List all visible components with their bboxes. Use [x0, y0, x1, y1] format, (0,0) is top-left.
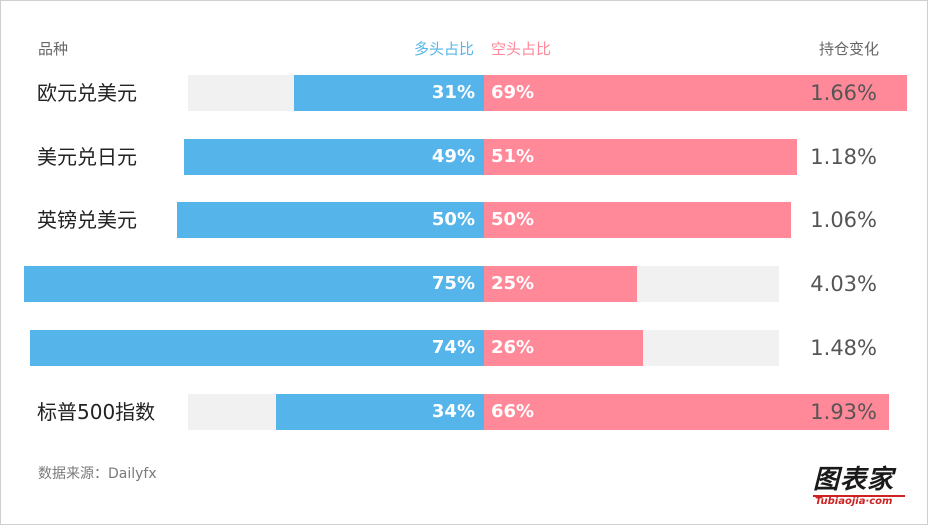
category-label: 英镑兑美元 — [37, 208, 137, 232]
chart-row: 比特币74%26%1.48% — [1, 330, 927, 366]
long-value-label: 74% — [431, 337, 475, 358]
long-bar — [177, 202, 484, 238]
position-change-value: 1.06% — [810, 208, 877, 232]
short-bar — [484, 202, 791, 238]
long-bar — [30, 330, 484, 366]
long-value-label: 50% — [431, 209, 475, 230]
category-label: 欧元兑美元 — [37, 81, 137, 105]
short-value-label: 25% — [491, 273, 535, 294]
logo-underline — [813, 495, 905, 497]
long-value-label: 34% — [431, 401, 475, 422]
position-change-value: 1.18% — [810, 145, 877, 169]
logo-mark: 图表家 — [813, 465, 895, 495]
long-value-label: 31% — [431, 82, 475, 103]
short-value-label: 69% — [491, 82, 535, 103]
short-ratio-header: 空头占比 — [491, 40, 552, 58]
short-bar — [484, 266, 637, 302]
category-header: 品种 — [38, 40, 69, 58]
position-change-value: 1.66% — [810, 81, 877, 105]
chart-row: 欧元兑美元 31% 69% 1.66% — [1, 75, 927, 111]
long-bar — [24, 266, 484, 302]
short-value-label: 26% — [491, 337, 535, 358]
category-label: 标普500指数 — [37, 400, 156, 424]
short-bar — [484, 330, 643, 366]
chart-row: 英镑兑美元 50% 50% 1.06% — [1, 202, 927, 238]
short-bar — [484, 75, 907, 111]
chart-row: 标普500指数 34% 66% 1.93% — [1, 394, 927, 430]
logo-subtitle: Tubiaojia·com — [815, 496, 893, 507]
long-value-label: 49% — [431, 146, 475, 167]
position-change-value: 4.03% — [810, 272, 877, 296]
position-change-value: 1.48% — [810, 336, 877, 360]
short-bar — [484, 394, 889, 430]
short-value-label: 66% — [491, 401, 535, 422]
long-ratio-header: 多头占比 — [413, 40, 474, 58]
chart-row: 黄金75%25%4.03% — [1, 266, 927, 302]
logo: 图表家 Tubiaojia·com — [809, 465, 909, 511]
long-bar — [294, 75, 484, 111]
category-label: 美元兑日元 — [37, 145, 137, 169]
short-value-label: 51% — [491, 146, 535, 167]
position-change-header: 持仓变化 — [818, 40, 879, 58]
data-source-note: 数据来源：Dailyfx — [38, 466, 157, 482]
long-value-label: 75% — [431, 273, 475, 294]
long-bar — [276, 394, 484, 430]
position-change-value: 1.93% — [810, 400, 877, 424]
short-bar — [484, 139, 797, 175]
long-bar — [184, 139, 484, 175]
chart-row: 美元兑日元 49% 51% 1.18% — [1, 139, 927, 175]
short-value-label: 50% — [491, 209, 535, 230]
